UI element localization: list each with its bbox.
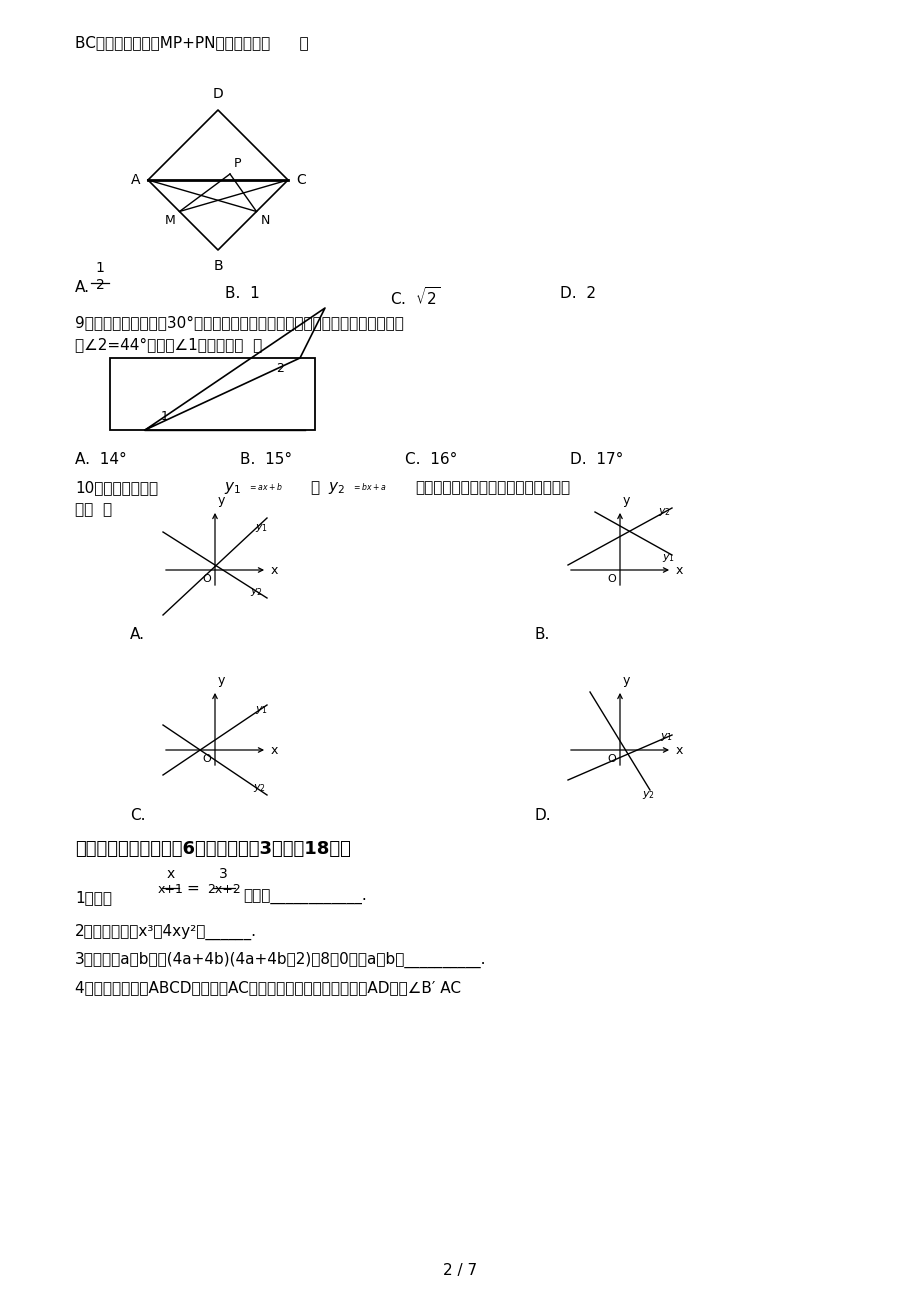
Text: 2．分解因式：x³－4xy²＝______.: 2．分解因式：x³－4xy²＝______.	[75, 924, 256, 940]
Text: $y_1$: $y_1$	[662, 552, 675, 564]
Text: y: y	[218, 493, 225, 506]
Text: y: y	[218, 674, 225, 687]
Text: B.: B.	[535, 628, 550, 642]
Text: y: y	[622, 493, 630, 506]
Text: 2 / 7: 2 / 7	[442, 1263, 477, 1277]
Text: $y_2$: $y_2$	[328, 480, 345, 496]
Text: $y_1$: $y_1$	[255, 704, 267, 716]
Text: C: C	[296, 173, 305, 187]
Text: x: x	[271, 564, 278, 577]
Text: ${}^{=bx+a}$: ${}^{=bx+a}$	[352, 483, 387, 493]
Text: x+1: x+1	[158, 883, 184, 896]
Text: N: N	[260, 214, 269, 227]
Text: 3: 3	[219, 867, 227, 881]
Text: 10．两个一次函数: 10．两个一次函数	[75, 480, 158, 495]
Text: A.: A.	[130, 628, 145, 642]
Text: C.: C.	[130, 809, 145, 823]
Text: O: O	[607, 754, 616, 764]
Text: B.  15°: B. 15°	[240, 452, 292, 467]
Text: 果∠2=44°，那么∠1的度数是（  ）: 果∠2=44°，那么∠1的度数是（ ）	[75, 337, 262, 352]
Text: 与: 与	[310, 480, 319, 495]
Text: D.: D.	[535, 809, 551, 823]
Text: 是（  ）: 是（ ）	[75, 503, 112, 517]
Text: =: =	[187, 880, 199, 896]
Text: A.: A.	[75, 280, 90, 296]
Text: x: x	[166, 867, 175, 881]
Text: 1: 1	[96, 260, 105, 275]
Bar	[110, 358, 314, 430]
Text: B: B	[213, 259, 222, 273]
Text: x: x	[675, 564, 683, 577]
Text: D.  2: D. 2	[560, 286, 596, 301]
Text: 1: 1	[161, 410, 169, 423]
Text: 3．若实数a，b满足(4a+4b)(4a+4b－2)－8＝0，则a＋b＝__________.: 3．若实数a，b满足(4a+4b)(4a+4b－2)－8＝0，则a＋b＝____…	[75, 952, 486, 969]
Text: ${}^{=ax+b}$: ${}^{=ax+b}$	[248, 483, 283, 493]
Text: D.  17°: D. 17°	[570, 452, 623, 467]
Text: $y_2$: $y_2$	[657, 506, 670, 518]
Text: 1．方程: 1．方程	[75, 891, 112, 905]
Text: 的解是____________.: 的解是____________.	[243, 891, 367, 905]
Text: 二、填空题（本大题共6小题，每小题3分，共18分）: 二、填空题（本大题共6小题，每小题3分，共18分）	[75, 840, 350, 858]
Text: O: O	[607, 574, 616, 585]
Text: B.  1: B. 1	[225, 286, 259, 301]
Text: $y_1$: $y_1$	[659, 730, 673, 743]
Text: $y_1$: $y_1$	[255, 522, 267, 534]
Text: 9．如图，有一块含有30°角的直角三角形板的两个顶点放在直尺的对边上．如: 9．如图，有一块含有30°角的直角三角形板的两个顶点放在直尺的对边上．如	[75, 315, 403, 329]
Text: O: O	[202, 574, 210, 585]
Text: $y_2$: $y_2$	[253, 783, 266, 794]
Text: BC边上的中点，则MP+PN的最小值是（      ）: BC边上的中点，则MP+PN的最小值是（ ）	[75, 35, 308, 49]
Text: 2x+2: 2x+2	[207, 883, 241, 896]
Text: C.  16°: C. 16°	[404, 452, 457, 467]
Text: P: P	[233, 158, 241, 171]
Text: 4．把长方形纸片ABCD沿对角线AC折叠，得到如图所示的图形，AD平分∠B′ AC: 4．把长方形纸片ABCD沿对角线AC折叠，得到如图所示的图形，AD平分∠B′ A…	[75, 980, 460, 995]
Text: D: D	[212, 87, 223, 102]
Text: C.  $\sqrt{2}$: C. $\sqrt{2}$	[390, 286, 439, 309]
Text: A: A	[130, 173, 140, 187]
Text: O: O	[202, 754, 210, 764]
Text: y: y	[622, 674, 630, 687]
Text: $y_2$: $y_2$	[250, 586, 263, 598]
Text: 2: 2	[96, 279, 104, 292]
Text: x: x	[271, 743, 278, 756]
Text: $y_1$: $y_1$	[223, 480, 241, 496]
Text: 2: 2	[276, 362, 284, 375]
Text: M: M	[165, 214, 176, 227]
Text: $y_2$: $y_2$	[641, 789, 654, 801]
Text: A.  14°: A. 14°	[75, 452, 127, 467]
Text: x: x	[675, 743, 683, 756]
Text: ，它们在同一直角坐标系中的图象可能: ，它们在同一直角坐标系中的图象可能	[414, 480, 570, 495]
